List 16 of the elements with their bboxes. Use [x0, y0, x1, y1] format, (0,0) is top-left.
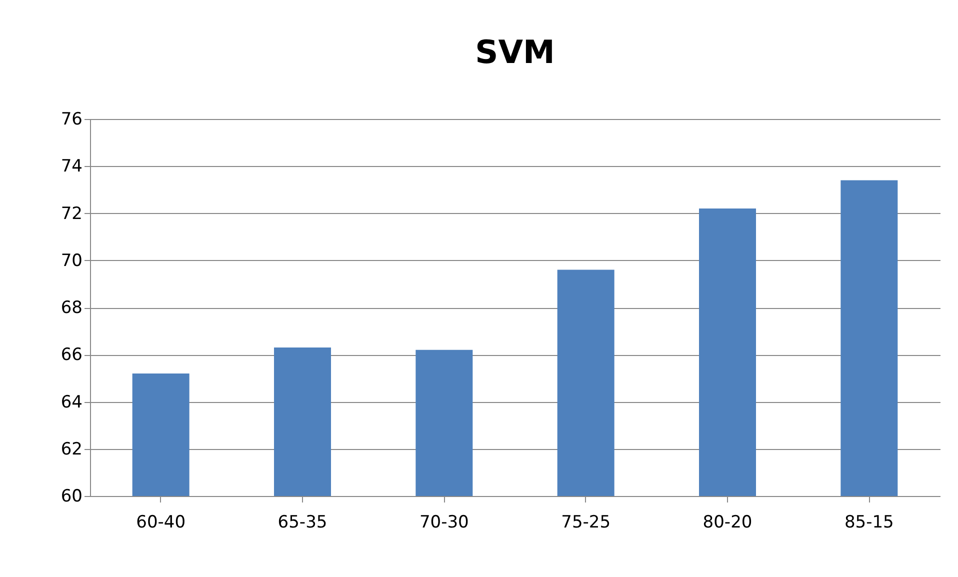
x-tick-label: 75-25 [561, 512, 611, 532]
y-tick-label: 72 [60, 204, 82, 224]
y-tick-label: 76 [60, 110, 82, 130]
y-tick-label: 66 [60, 345, 82, 366]
y-tick-label: 62 [60, 439, 82, 460]
y-tick-label: 74 [60, 156, 82, 177]
y-tick-label: 68 [60, 298, 82, 318]
chart-title: SVM [475, 33, 555, 71]
y-tick-label: 70 [60, 250, 82, 271]
y-tick-label: 64 [60, 392, 82, 412]
y-tick-label: 60 [60, 486, 82, 506]
x-tick-label: 85-15 [844, 512, 894, 532]
x-tick-label: 65-35 [278, 512, 328, 532]
x-tick-label: 70-30 [419, 512, 469, 532]
x-tick-label: 80-20 [702, 512, 752, 532]
x-tick-label: 60-40 [136, 512, 186, 532]
